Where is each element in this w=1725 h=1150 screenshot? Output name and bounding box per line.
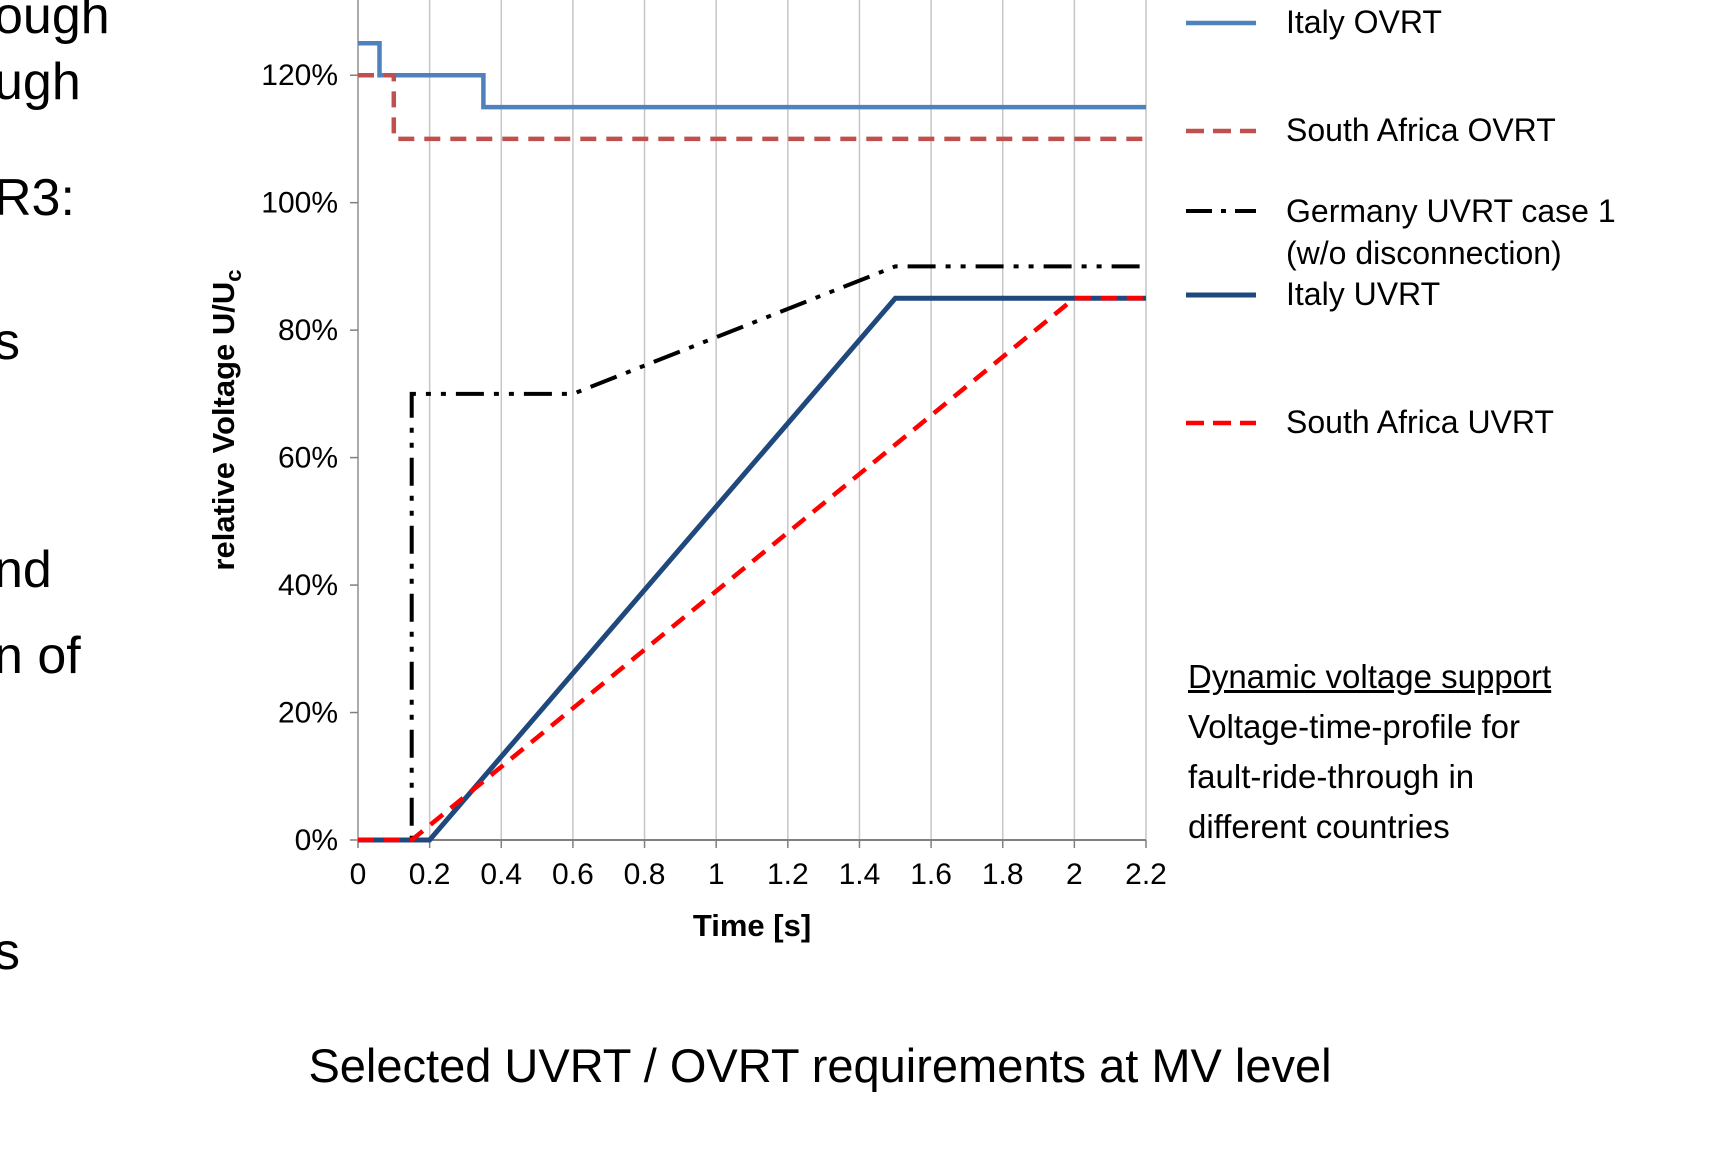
left-truncated-text: nd [0, 541, 52, 599]
y-tick-label: 0% [295, 824, 338, 857]
left-truncated-text: R3: [0, 169, 75, 227]
annotation-line: fault-ride-through in [1188, 758, 1475, 795]
legend-label-line2: (w/o disconnection) [1286, 235, 1562, 271]
legend-item-south-africa-ovrt: South Africa OVRT [1186, 112, 1556, 149]
y-tick-label: 80% [278, 314, 338, 347]
legend-line-swatch-icon [1186, 209, 1256, 213]
left-truncated-text: s [0, 923, 20, 981]
chart-series-line [358, 264, 1146, 842]
legend-line-swatch-icon [1186, 420, 1256, 425]
y-tick-label: 60% [278, 442, 338, 475]
chart-series-line [358, 72, 1146, 142]
chart-series-line [358, 41, 1146, 110]
y-tick-label: 100% [261, 187, 338, 220]
legend-label: South Africa OVRT [1286, 112, 1556, 148]
left-truncated-text: ugh [0, 53, 81, 111]
x-tick-label: 2.2 [1125, 858, 1167, 891]
x-tick-label: 1.4 [839, 858, 881, 891]
chart-series-line [358, 295, 1146, 843]
legend-label: Germany UVRT case 1 [1286, 193, 1616, 229]
legend-item-germany-uvrt: Germany UVRT case 1 (w/o disconnection) [1186, 190, 1616, 274]
legend-label: Italy OVRT [1286, 4, 1442, 40]
x-tick-label: 0 [350, 858, 367, 891]
x-tick-label: 1 [708, 858, 725, 891]
left-truncated-text: s [0, 313, 20, 371]
left-truncated-text: ough [0, 0, 110, 45]
annotation-line: Voltage-time-profile for [1188, 708, 1520, 745]
x-tick-label: 0.8 [624, 858, 666, 891]
annotation-block: Dynamic voltage support Voltage-time-pro… [1188, 652, 1551, 852]
y-tick-label: 40% [278, 569, 338, 602]
y-axis-title: relative Voltage U/Uc [206, 269, 246, 570]
annotation-line: different countries [1188, 808, 1450, 845]
x-axis-title: Time [s] [693, 908, 811, 943]
x-tick-label: 0.6 [552, 858, 594, 891]
annotation-heading: Dynamic voltage support [1188, 658, 1552, 695]
legend-item-italy-uvrt: Italy UVRT [1186, 276, 1440, 313]
legend-label: South Africa UVRT [1286, 404, 1554, 440]
left-truncated-text: n of [0, 627, 81, 685]
legend-line-swatch-icon [1186, 20, 1256, 25]
x-tick-label: 1.8 [982, 858, 1024, 891]
legend-line-swatch-icon [1186, 128, 1256, 133]
x-tick-label: 2 [1066, 858, 1083, 891]
chart-legend: Italy OVRT South Africa OVRT Germany UVR… [1186, 0, 1725, 480]
x-tick-label: 1.2 [767, 858, 809, 891]
figure-caption: Selected UVRT / OVRT requirements at MV … [308, 1039, 1332, 1092]
x-tick-label: 0.4 [480, 858, 522, 891]
legend-line-swatch-icon [1186, 292, 1256, 297]
legend-label: Italy UVRT [1286, 276, 1441, 312]
x-tick-label: 1.6 [910, 858, 952, 891]
legend-item-italy-ovrt: Italy OVRT [1186, 4, 1442, 41]
y-tick-label: 20% [278, 697, 338, 730]
chart-series-line [358, 296, 1146, 843]
legend-item-south-africa-uvrt: South Africa UVRT [1186, 404, 1554, 441]
x-tick-label: 0.2 [409, 858, 451, 891]
y-tick-label: 120% [261, 59, 338, 92]
